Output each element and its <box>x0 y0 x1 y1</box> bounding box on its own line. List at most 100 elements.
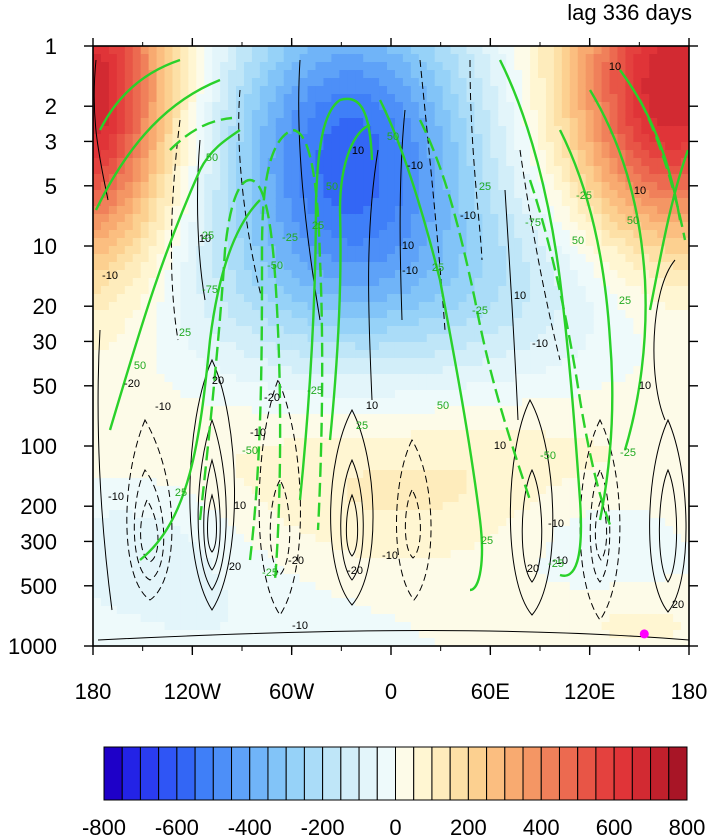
shade-cell <box>410 414 420 423</box>
shade-cell <box>458 390 468 399</box>
shade-cell <box>275 318 285 327</box>
shade-cell <box>450 454 460 463</box>
shade-cell <box>156 606 166 615</box>
shade-cell <box>458 414 468 423</box>
shade-cell <box>506 598 515 607</box>
shade-cell <box>402 430 412 439</box>
shade-cell <box>561 78 571 87</box>
shade-cell <box>490 502 499 511</box>
shade-cell <box>426 246 436 255</box>
shade-cell <box>315 294 325 303</box>
shade-cell <box>164 566 174 575</box>
shade-cell <box>530 70 539 79</box>
shade-cell <box>299 118 309 127</box>
shade-cell <box>164 502 174 511</box>
shade-cell <box>132 510 142 519</box>
shade-cell <box>609 574 619 583</box>
shade-cell <box>498 262 507 271</box>
shade-cell <box>609 590 619 599</box>
shade-cell <box>490 422 499 431</box>
shade-cell <box>458 350 468 359</box>
shade-cell <box>474 126 483 135</box>
shade-cell <box>426 190 436 199</box>
shade-cell <box>315 494 325 503</box>
shade-cell <box>204 182 213 191</box>
shade-cell <box>538 446 547 455</box>
shade-cell <box>569 86 579 95</box>
shade-cell <box>363 278 372 287</box>
shade-cell <box>243 270 253 279</box>
shade-cell <box>434 110 444 119</box>
shade-cell <box>530 62 539 71</box>
shade-cell <box>434 334 444 343</box>
shade-cell <box>434 78 444 87</box>
shade-cell <box>267 318 277 327</box>
shade-cell <box>474 342 483 351</box>
shade-cell <box>283 542 293 551</box>
shade-cell <box>291 606 301 615</box>
shade-cell <box>124 622 134 631</box>
shade-cell <box>93 454 102 463</box>
shade-cell <box>283 254 293 263</box>
shade-cell <box>609 150 619 159</box>
shade-cell <box>450 374 460 383</box>
shade-cell <box>434 62 444 71</box>
shade-cell <box>236 118 245 127</box>
shade-cell <box>180 214 189 223</box>
shade-cell <box>339 326 348 335</box>
shade-cell <box>315 574 325 583</box>
shade-cell <box>172 574 182 583</box>
shade-cell <box>299 230 309 239</box>
shade-cell <box>538 510 547 519</box>
shade-cell <box>259 102 269 111</box>
shade-cell <box>331 566 340 575</box>
shade-cell <box>259 630 269 639</box>
shade-cell <box>315 286 325 295</box>
shade-cell <box>450 406 460 415</box>
shade-cell <box>418 310 428 319</box>
shade-cell <box>140 406 150 415</box>
shade-cell <box>371 190 380 199</box>
shade-cell <box>426 174 436 183</box>
shade-cell <box>267 350 277 359</box>
shade-cell <box>188 518 197 527</box>
shade-cell <box>259 502 269 511</box>
shade-cell <box>410 318 420 327</box>
shade-cell <box>617 118 627 127</box>
shade-cell <box>426 478 436 487</box>
shade-cell <box>426 326 436 335</box>
shade-cell <box>426 86 436 95</box>
shade-cell <box>394 166 404 175</box>
shade-cell <box>93 534 102 543</box>
shade-cell <box>363 526 372 535</box>
shade-cell <box>331 462 340 471</box>
shade-cell <box>275 398 285 407</box>
shade-cell <box>100 574 110 583</box>
shade-cell <box>164 318 174 327</box>
shade-cell <box>299 486 309 495</box>
shade-cell <box>450 294 460 303</box>
shade-cell <box>196 606 205 615</box>
shade-cell <box>585 518 595 527</box>
shade-cell <box>355 566 364 575</box>
shade-cell <box>236 438 245 447</box>
shade-cell <box>148 78 158 87</box>
shade-cell <box>482 158 491 167</box>
shade-cell <box>569 342 579 351</box>
shade-cell <box>387 422 396 431</box>
shade-cell <box>172 158 182 167</box>
shade-cell <box>466 486 476 495</box>
shade-cell <box>387 246 396 255</box>
shade-cell <box>593 598 603 607</box>
shade-cell <box>450 446 460 455</box>
shade-cell <box>220 374 229 383</box>
shade-cell <box>243 134 253 143</box>
shade-cell <box>124 414 134 423</box>
shade-cell <box>498 598 507 607</box>
shade-cell <box>156 270 166 279</box>
shade-cell <box>331 318 340 327</box>
shade-cell <box>577 302 587 311</box>
shade-cell <box>418 174 428 183</box>
shade-cell <box>180 334 189 343</box>
shade-cell <box>339 366 348 375</box>
